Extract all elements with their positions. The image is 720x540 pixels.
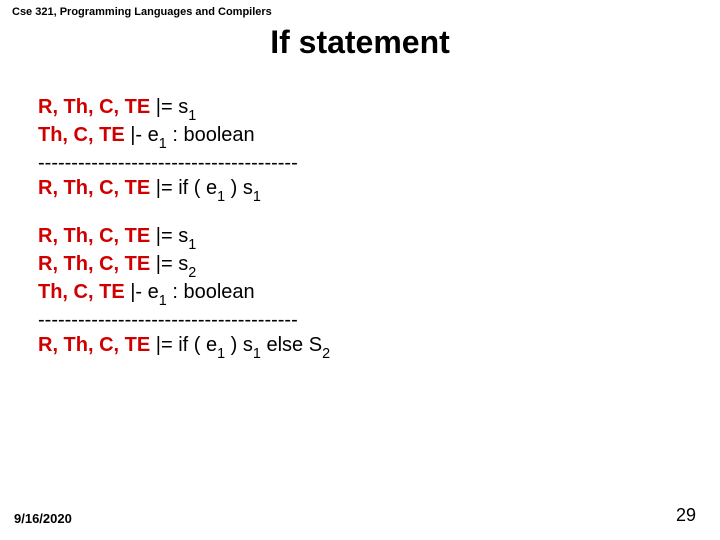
context: R, Th, C, TE xyxy=(38,334,150,356)
context: R, Th, C, TE xyxy=(38,96,150,118)
footer-page-number: 29 xyxy=(676,505,696,526)
spacer xyxy=(38,205,682,225)
text: : boolean xyxy=(167,281,255,303)
rule2-separator: --------------------------------------- xyxy=(38,309,682,332)
text: |= if ( e xyxy=(150,177,217,199)
subscript: 1 xyxy=(159,293,167,309)
slide-title: If statement xyxy=(0,24,720,61)
context: R, Th, C, TE xyxy=(38,225,150,247)
rule1-premise2: Th, C, TE |- e1 : boolean xyxy=(38,124,682,150)
text: |= s xyxy=(150,225,188,247)
text: |= s xyxy=(150,253,188,275)
text: |- e xyxy=(125,281,159,303)
subscript: 1 xyxy=(188,237,196,253)
text: else S xyxy=(261,334,322,356)
subscript: 2 xyxy=(188,265,196,281)
context: R, Th, C, TE xyxy=(38,253,150,275)
rule2-premise3: Th, C, TE |- e1 : boolean xyxy=(38,281,682,307)
subscript: 1 xyxy=(253,189,261,205)
rule1-separator: --------------------------------------- xyxy=(38,152,682,175)
course-code: Cse 321, Programming Languages and Compi… xyxy=(12,6,272,18)
slide: Cse 321, Programming Languages and Compi… xyxy=(0,0,720,540)
text: : boolean xyxy=(167,124,255,146)
footer-date: 9/16/2020 xyxy=(14,511,72,526)
slide-body: R, Th, C, TE |= s1 Th, C, TE |- e1 : boo… xyxy=(38,96,682,362)
subscript: 1 xyxy=(217,346,225,362)
subscript: 1 xyxy=(253,346,261,362)
rule1-premise1: R, Th, C, TE |= s1 xyxy=(38,96,682,122)
context: R, Th, C, TE xyxy=(38,177,150,199)
subscript: 1 xyxy=(159,136,167,152)
rule1-conclusion: R, Th, C, TE |= if ( e1 ) s1 xyxy=(38,177,682,203)
text: |= s xyxy=(150,96,188,118)
text: ) s xyxy=(225,177,253,199)
subscript: 1 xyxy=(217,189,225,205)
subscript: 2 xyxy=(322,346,330,362)
text: ) s xyxy=(225,334,253,356)
text: |= if ( e xyxy=(150,334,217,356)
subscript: 1 xyxy=(188,108,196,124)
context: Th, C, TE xyxy=(38,281,125,303)
rule2-conclusion: R, Th, C, TE |= if ( e1 ) s1 else S2 xyxy=(38,334,682,360)
rule2-premise1: R, Th, C, TE |= s1 xyxy=(38,225,682,251)
context: Th, C, TE xyxy=(38,124,125,146)
text: |- e xyxy=(125,124,159,146)
rule2-premise2: R, Th, C, TE |= s2 xyxy=(38,253,682,279)
